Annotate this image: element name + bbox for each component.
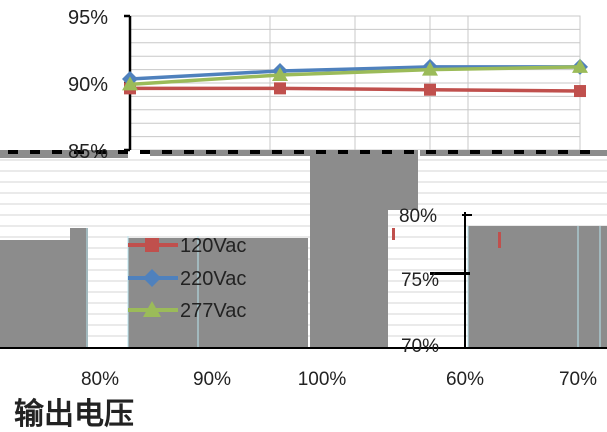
legend: 120Vac 220Vac 277Vac xyxy=(128,235,246,322)
lower-y-tick-label: 80% xyxy=(399,206,437,227)
band-dash xyxy=(558,150,568,154)
band-dash xyxy=(338,150,348,154)
gray-block xyxy=(198,326,238,348)
data-point xyxy=(424,83,436,96)
gray-band xyxy=(0,150,607,350)
legend-marker xyxy=(143,269,161,287)
lower-y-tick-label: 70% xyxy=(401,336,439,357)
band-dash xyxy=(404,150,414,154)
band-dash xyxy=(536,150,546,154)
band-dash xyxy=(514,150,524,154)
y-tick-label: 85% xyxy=(68,141,108,163)
data-point xyxy=(574,85,586,98)
legend-label: 277Vac xyxy=(180,300,246,322)
y-tick-label: 95% xyxy=(68,7,108,29)
data-point xyxy=(572,58,588,73)
band-dash xyxy=(272,150,282,154)
gray-block xyxy=(468,226,578,348)
gray-block xyxy=(310,150,388,348)
band-dash xyxy=(228,150,238,154)
legend-label: 220Vac xyxy=(180,268,246,290)
band-dash xyxy=(206,150,216,154)
band-dash xyxy=(492,150,502,154)
band-dash xyxy=(250,150,260,154)
band-dash xyxy=(184,150,194,154)
upper-grid xyxy=(129,15,581,151)
band-dash xyxy=(74,150,84,154)
red-fragment xyxy=(498,232,501,248)
data-point xyxy=(272,66,288,81)
band-dash xyxy=(30,150,40,154)
series-line-120Vac xyxy=(130,86,581,93)
gray-block xyxy=(388,150,418,210)
series-layer xyxy=(122,58,588,98)
lower-y-tick-label: 75% xyxy=(401,270,439,291)
x-tick-label: 80% xyxy=(81,369,119,390)
band-dash xyxy=(360,150,370,154)
gray-block xyxy=(70,228,88,348)
band-dash xyxy=(118,150,128,154)
legend-marker xyxy=(145,238,159,252)
x-tick-label: 90% xyxy=(193,369,231,390)
data-point xyxy=(274,82,286,95)
data-point xyxy=(422,61,438,76)
band-dash xyxy=(140,150,150,154)
x-tick-label: 70% xyxy=(559,369,597,390)
dash-fragment xyxy=(430,272,470,275)
gray-block xyxy=(420,150,607,156)
band-dash xyxy=(448,150,458,154)
y-tick-label: 90% xyxy=(68,74,108,96)
x-axis-title: 输出电压 xyxy=(14,398,134,431)
band-dash xyxy=(294,150,304,154)
band-dash xyxy=(316,150,326,154)
band-dash xyxy=(470,150,480,154)
tick-labels: 95% 90% 85% 80% 90% 100% 60% 70% 80% 75% 70% xyxy=(68,7,597,390)
band-dash xyxy=(96,150,106,154)
band-dash xyxy=(382,150,392,154)
data-point xyxy=(122,76,138,91)
x-tick-label: 60% xyxy=(446,369,484,390)
gray-block xyxy=(578,226,607,348)
band-dash xyxy=(580,150,590,154)
legend-marker xyxy=(143,301,161,317)
band-dash xyxy=(8,150,18,154)
red-fragment xyxy=(392,228,395,240)
band-dash xyxy=(426,150,436,154)
band-dash xyxy=(162,150,172,154)
series-line-277Vac xyxy=(129,65,581,87)
band-dash xyxy=(52,150,62,154)
gray-block xyxy=(0,240,70,348)
legend-label: 120Vac xyxy=(180,235,246,257)
gray-block xyxy=(0,150,128,158)
x-tick-label: 100% xyxy=(298,369,347,390)
